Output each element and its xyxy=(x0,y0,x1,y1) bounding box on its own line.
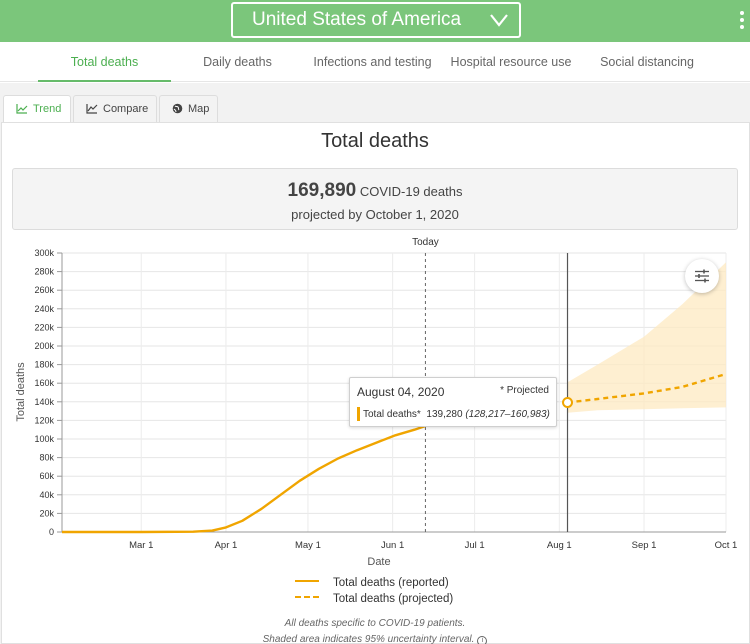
y-tick-label: 180k xyxy=(34,360,54,370)
tab-total-deaths[interactable]: Total deaths xyxy=(38,42,171,82)
y-tick-label: 240k xyxy=(34,304,54,314)
chart-settings-button[interactable] xyxy=(685,259,719,293)
x-tick-label: Aug 1 xyxy=(547,540,572,551)
y-tick-label: 260k xyxy=(34,285,54,295)
globe-icon xyxy=(172,103,183,114)
subtab-trend[interactable]: Trend xyxy=(3,95,71,124)
tooltip-series-swatch xyxy=(357,407,360,421)
more-options-icon[interactable] xyxy=(738,9,746,33)
tooltip-series-label: Total deaths* xyxy=(363,409,421,420)
tab-daily-deaths[interactable]: Daily deaths xyxy=(203,55,272,69)
legend-item-projected[interactable]: Total deaths (projected) xyxy=(295,591,453,607)
country-select-label: United States of America xyxy=(252,9,462,30)
y-axis-title: Total deaths xyxy=(15,362,27,422)
panel-title: Total deaths xyxy=(321,130,429,152)
reported-deaths-line xyxy=(62,424,426,534)
projected-deaths-line xyxy=(567,372,727,404)
hover-point-marker xyxy=(562,396,574,408)
subtab-compare[interactable]: Compare xyxy=(73,95,157,123)
top-header: United States of America xyxy=(0,0,750,42)
main-nav: Total deaths Daily deaths Infections and… xyxy=(0,42,750,82)
total-deaths-chart[interactable]: 0 20k 40k 60k 80k 100k 120k 140k 160k 180k 200k 220… xyxy=(0,232,750,572)
footnote-line-2: Shaded area indicates 95% uncertainty in… xyxy=(262,634,475,644)
summary-box: 169,890 COVID-19 deaths projected by Oct… xyxy=(12,168,738,230)
subtab-compare-label: Compare xyxy=(103,103,149,115)
y-tick-label: 220k xyxy=(34,322,54,332)
compare-chart-icon xyxy=(86,104,98,114)
line-chart-icon xyxy=(16,104,28,114)
tooltip-projected-note: * Projected xyxy=(500,385,549,396)
legend-label-projected: Total deaths (projected) xyxy=(333,593,454,605)
today-label: Today xyxy=(412,237,439,248)
x-tick-label: Jun 1 xyxy=(381,540,404,551)
x-tick-label: May 1 xyxy=(295,540,321,551)
country-select[interactable]: United States of America xyxy=(231,2,521,38)
y-tick-label: 20k xyxy=(39,508,54,518)
tab-infections-testing[interactable]: Infections and testing xyxy=(313,55,432,69)
y-tick-label: 160k xyxy=(34,378,54,388)
y-tick-label: 100k xyxy=(34,434,54,444)
x-tick-label: Oct 1 xyxy=(715,540,738,551)
tab-social-distancing[interactable]: Social distancing xyxy=(600,55,694,69)
footnote-line-1: All deaths specific to COVID-19 patients… xyxy=(284,618,466,629)
sliders-icon xyxy=(695,269,709,283)
info-icon[interactable]: i xyxy=(477,636,488,644)
y-tick-label: 0 xyxy=(49,527,54,537)
summary-value: 169,890 xyxy=(287,180,357,201)
legend-swatch-dashed xyxy=(295,596,319,598)
x-tick-label: Apr 1 xyxy=(215,540,238,551)
y-tick-label: 120k xyxy=(34,415,54,425)
legend-label-reported: Total deaths (reported) xyxy=(333,577,449,589)
tooltip-value: 139,280 xyxy=(426,409,463,420)
y-tick-label: 140k xyxy=(34,397,54,407)
summary-unit: COVID-19 deaths xyxy=(359,184,463,199)
y-tick-label: 80k xyxy=(39,453,54,463)
summary-subtitle: projected by October 1, 2020 xyxy=(291,207,459,222)
subtab-map[interactable]: Map xyxy=(159,95,218,123)
x-axis-title: Date xyxy=(367,556,390,568)
y-tick-label: 60k xyxy=(39,471,54,481)
subtab-trend-label: Trend xyxy=(33,103,62,115)
chevron-down-icon xyxy=(490,14,508,27)
x-tick-label: Jul 1 xyxy=(465,540,485,551)
x-tick-label: Mar 1 xyxy=(129,540,153,551)
chart-legend: Total deaths (reported) Total deaths (pr… xyxy=(295,575,453,607)
chart-tooltip: August 04, 2020 * Projected Total deaths… xyxy=(349,377,557,427)
tab-hospital-resource-use[interactable]: Hospital resource use xyxy=(450,55,572,69)
chart-footnote: All deaths specific to COVID-19 patients… xyxy=(0,617,750,644)
y-tick-label: 200k xyxy=(34,341,54,351)
legend-swatch-solid xyxy=(295,580,319,582)
tooltip-date: August 04, 2020 xyxy=(357,385,445,399)
y-tick-label: 40k xyxy=(39,490,54,500)
subtab-map-label: Map xyxy=(188,103,210,115)
y-tick-label: 280k xyxy=(34,267,54,277)
y-tick-label: 300k xyxy=(34,248,54,258)
uncertainty-band xyxy=(567,262,726,413)
legend-item-reported[interactable]: Total deaths (reported) xyxy=(295,575,453,591)
x-tick-label: Sep 1 xyxy=(632,540,657,551)
tooltip-interval: (128,217–160,983) xyxy=(465,409,550,420)
